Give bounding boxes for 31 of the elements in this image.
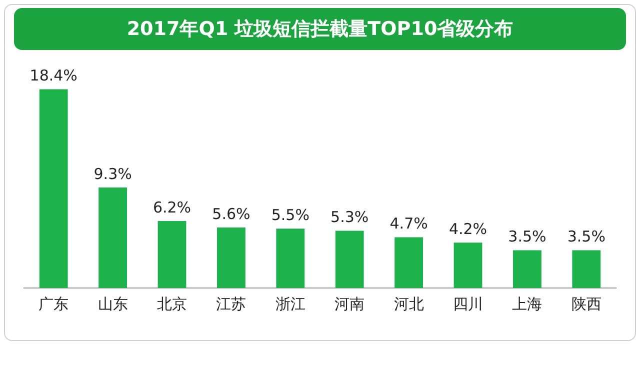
x-tick-label: 江苏 [216,296,246,314]
x-tick-label: 广东 [38,296,69,314]
data-label: 18.4% [30,66,78,85]
chart-title: 2017年Q1 垃圾短信拦截量TOP10省级分布 [14,8,626,50]
x-tick-label: 浙江 [275,296,306,314]
data-label: 3.5% [567,228,606,246]
x-tick-label: 上海 [512,296,542,314]
bar [512,250,542,288]
data-label: 4.2% [448,220,488,238]
bar [335,230,364,288]
data-label: 9.3% [94,164,132,183]
bar [572,250,601,288]
x-tick-label: 河北 [394,296,424,314]
data-label: 4.7% [390,214,428,233]
data-label: 6.2% [152,198,192,216]
bar [158,221,186,288]
data-label: 3.5% [508,228,546,246]
x-tick-label: 四川 [453,296,483,314]
bar [216,228,246,288]
bar [98,188,128,288]
x-tick-label: 山东 [98,296,128,314]
bar [39,89,68,288]
x-tick-label: 北京 [157,296,187,314]
data-label: 5.3% [330,208,369,226]
bar [394,237,424,288]
x-tick-label: 河南 [334,296,365,314]
data-label: 5.5% [271,206,310,224]
bar [276,228,305,288]
x-tick-label: 陕西 [571,296,602,314]
data-label: 5.6% [212,204,250,223]
bar [454,242,482,288]
